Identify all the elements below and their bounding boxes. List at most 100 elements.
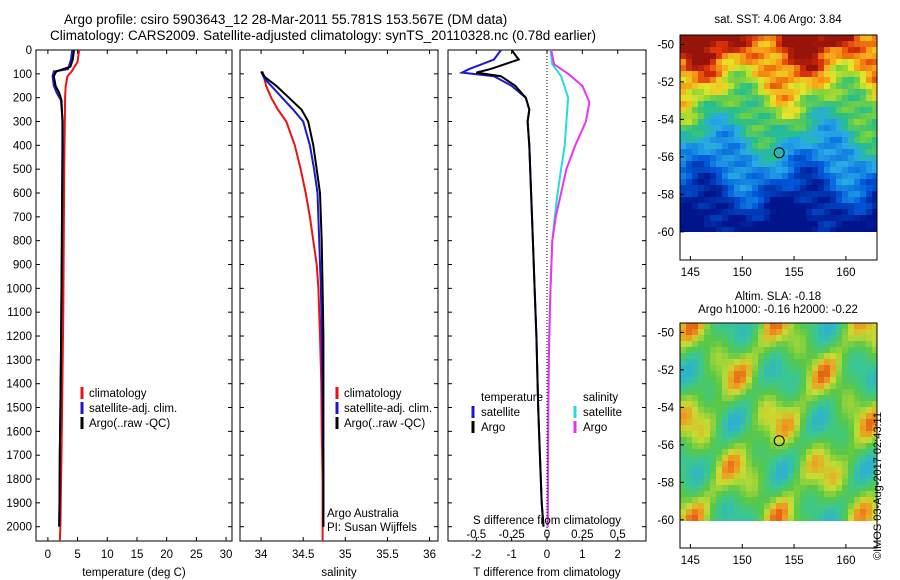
salinity-x-tick-label: 36 (423, 549, 436, 561)
depth-tick-label: 300 (13, 117, 32, 129)
difference-series-s-argo (546, 49, 591, 527)
salinity-diff-tick-label: 0.25 (571, 529, 593, 541)
temperature-legend-label: satellite-adj. clim. (89, 403, 177, 415)
sla-map-lon-label: 160 (836, 555, 855, 567)
depth-tick-label: 1000 (6, 283, 32, 295)
depth-tick-label: 400 (13, 140, 32, 152)
temperature-frame (35, 49, 233, 542)
depth-tick-label: 1700 (6, 450, 32, 462)
depth-tick-label: 900 (13, 260, 32, 272)
salinity-frame (239, 49, 439, 542)
salinity-legend-title: salinity (583, 392, 618, 404)
temperature-legend-label: satellite (481, 407, 520, 419)
salinity-legend-label: Argo (583, 422, 607, 434)
sst-map-field (680, 35, 877, 232)
difference-x-axis-label: T difference from climatology (473, 567, 620, 579)
sla-map-title-line2: Argo h1000: -0.16 h2000: -0.22 (698, 304, 858, 316)
sla-map-lat-label: -50 (657, 327, 674, 339)
sla-map-frame (679, 322, 878, 549)
pi-credit: PI: Susan Wijffels (327, 522, 417, 534)
depth-tick-label: 1600 (6, 426, 32, 438)
sla-map-lat-label: -52 (657, 365, 674, 377)
difference-x-tick-label: -2 (471, 549, 481, 561)
salinity-x-tick-label: 34.5 (292, 549, 314, 561)
depth-tick-label: 200 (13, 93, 32, 105)
sla-map-title-line1: Altim. SLA: -0.18 (734, 291, 822, 303)
salinity-difference-axis-label: S difference from climatology (473, 515, 621, 527)
figure-title-line1: Argo profile: csiro 5903643_12 28-Mar-20… (64, 12, 508, 27)
depth-tick-label: 1300 (6, 355, 32, 367)
depth-tick-label: 2000 (6, 522, 32, 534)
sst-map-lat-label: -58 (657, 189, 674, 201)
figure-title-line2: Climatology: CARS2009. Satellite-adjuste… (50, 28, 597, 43)
temperature-x-axis-label: temperature (deg C) (82, 567, 186, 579)
imos-credit: ©IMOS 03-Aug-2017 02:43:11 (872, 412, 884, 560)
sla-map-lon-label: 145 (681, 555, 700, 567)
depth-tick-label: 1800 (6, 474, 32, 486)
temperature-x-tick-label: 10 (101, 549, 114, 561)
difference-series-t-satellite (458, 49, 545, 527)
salinity-x-tick-label: 34 (255, 549, 268, 561)
salinity-series-satellite-adj-clim- (260, 71, 325, 527)
difference-x-tick-label: 0 (544, 549, 550, 561)
salinity-diff-tick-label: 0.5 (610, 529, 626, 541)
salinity-series-argo-raw-qc- (260, 70, 325, 527)
sst-map-frame (679, 34, 878, 261)
difference-series-t-argo (476, 49, 545, 527)
temperature-series-climatology (58, 49, 81, 542)
difference-x-tick-label: -1 (507, 549, 517, 561)
depth-tick-label: 1400 (6, 379, 32, 391)
temperature-x-tick-label: 0 (45, 549, 51, 561)
salinity-series-climatology (261, 71, 324, 541)
depth-tick-label: 500 (13, 164, 32, 176)
temperature-x-tick-label: 15 (131, 549, 144, 561)
depth-tick-label: 1100 (7, 307, 32, 319)
temperature-x-tick-label: 20 (160, 549, 173, 561)
salinity-x-axis-label: salinity (321, 567, 356, 579)
sst-map-lon-label: 160 (836, 267, 855, 279)
sst-map-lat-label: -60 (657, 227, 674, 239)
temperature-legend-title: temperature (481, 392, 543, 404)
salinity-x-tick-label: 35.5 (376, 549, 398, 561)
salinity-diff-tick-label: -0.5 (466, 529, 486, 541)
sst-map-lon-label: 155 (784, 267, 803, 279)
sla-map-lon-label: 150 (733, 555, 752, 567)
depth-tick-label: 600 (13, 188, 32, 200)
temperature-series-argo-raw-qc- (52, 49, 75, 527)
sla-map-lat-label: -54 (657, 402, 674, 414)
sla-map-lon-label: 155 (784, 555, 803, 567)
depth-tick-label: 700 (13, 212, 32, 224)
sla-map-lat-label: -56 (657, 440, 674, 452)
temperature-legend-label: Argo (481, 422, 505, 434)
sst-map-lat-label: -54 (657, 114, 674, 126)
sst-map-lon-label: 150 (733, 267, 752, 279)
sst-float-location-marker (773, 147, 785, 159)
salinity-legend-label: satellite (583, 407, 622, 419)
sst-map-lat-label: -52 (657, 77, 674, 89)
sla-float-location-marker (773, 435, 785, 447)
difference-x-tick-label: 2 (615, 549, 621, 561)
salinity-diff-tick-label: 0 (544, 529, 550, 541)
depth-tick-label: 1900 (6, 498, 32, 510)
depth-tick-label: 0 (26, 45, 32, 57)
sst-map-lat-label: -56 (657, 152, 674, 164)
salinity-legend-label: Argo(..raw -QC) (344, 418, 425, 430)
depth-tick-label: 1500 (6, 403, 32, 415)
depth-tick-label: 100 (13, 69, 32, 81)
salinity-legend-label: satellite-adj. clim. (344, 403, 432, 415)
temperature-legend-label: Argo(..raw -QC) (89, 418, 170, 430)
sst-map-lon-label: 145 (681, 267, 700, 279)
depth-tick-label: 1200 (6, 331, 32, 343)
sla-map-lat-label: -60 (657, 515, 674, 527)
temperature-x-tick-label: 5 (74, 549, 80, 561)
difference-x-tick-label: 1 (579, 549, 585, 561)
sla-map-field (680, 323, 877, 521)
sla-map-lat-label: -58 (657, 477, 674, 489)
temperature-x-tick-label: 30 (220, 549, 233, 561)
salinity-legend-label: climatology (344, 388, 402, 400)
salinity-diff-tick-label: -0.25 (499, 529, 525, 541)
sst-map-title: sat. SST: 4.06 Argo: 3.84 (714, 14, 842, 26)
sst-map-lat-label: -50 (657, 39, 674, 51)
